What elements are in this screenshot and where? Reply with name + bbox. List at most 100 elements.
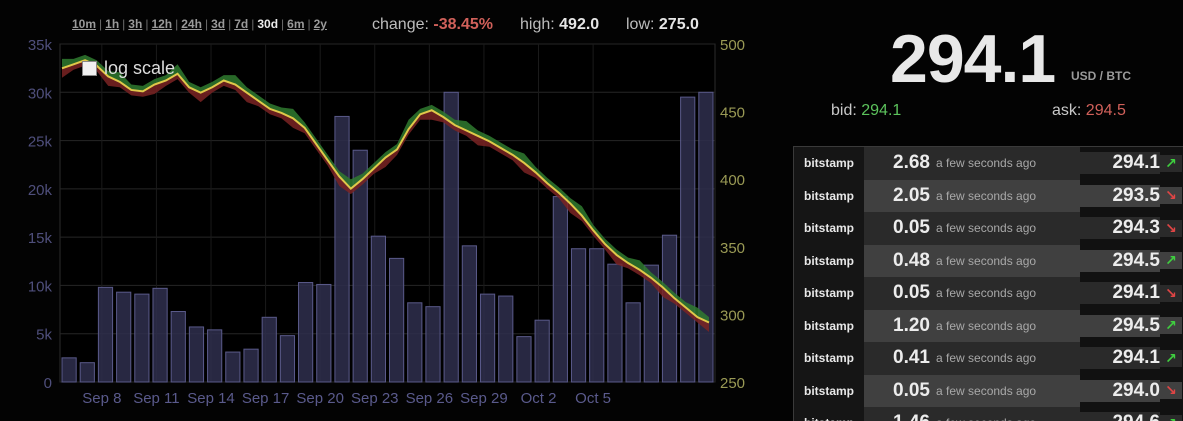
low-value: 275.0 bbox=[658, 16, 699, 33]
trade-amount: 2.68 bbox=[893, 152, 930, 174]
trade-details: 1.20 a few seconds ago bbox=[864, 309, 1080, 342]
trade-time: a few seconds ago bbox=[936, 286, 1037, 301]
trade-price: 293.5 bbox=[1080, 184, 1160, 207]
trade-details: 0.48 a few seconds ago bbox=[864, 244, 1080, 277]
timeframe-3d[interactable]: 3d bbox=[211, 17, 226, 31]
volume-bar bbox=[261, 316, 277, 383]
trade-price: 294.5 bbox=[1080, 314, 1160, 337]
x-tick-label: Sep 23 bbox=[351, 390, 399, 407]
timeframe-3h[interactable]: 3h bbox=[128, 17, 143, 31]
trade-row: bitstamp 0.05 a few seconds ago 294.0 ↘ bbox=[794, 374, 1183, 407]
trade-exchange: bitstamp bbox=[794, 342, 864, 375]
log-scale-checkbox[interactable] bbox=[82, 61, 97, 76]
volume-tick-label: 25k bbox=[28, 134, 53, 151]
timeframe-6m[interactable]: 6m bbox=[287, 17, 305, 31]
timeframe-12h[interactable]: 12h bbox=[151, 17, 173, 31]
volume-tick-label: 5k bbox=[36, 327, 52, 344]
trade-amount: 1.20 bbox=[893, 314, 930, 336]
volume-bar bbox=[443, 91, 459, 383]
price-tick-label: 250 bbox=[720, 375, 745, 392]
trade-price: 294.1 bbox=[1080, 347, 1160, 370]
volume-bar bbox=[152, 287, 168, 383]
timeframe-separator: | bbox=[122, 17, 126, 31]
trade-price: 294.6 bbox=[1080, 412, 1160, 421]
timeframe-30d[interactable]: 30d bbox=[257, 17, 279, 31]
volume-tick-label: 30k bbox=[28, 85, 53, 102]
trade-details: 1.46a few seconds ago bbox=[864, 407, 1080, 421]
trade-amount: 1.46 bbox=[864, 412, 936, 421]
volume-bar bbox=[279, 335, 296, 383]
timeframe-separator: | bbox=[228, 17, 232, 31]
timeframe-7d[interactable]: 7d bbox=[234, 17, 249, 31]
volume-bar bbox=[534, 319, 550, 383]
volume-bar bbox=[516, 336, 532, 383]
log-scale-toggle[interactable]: log scale bbox=[82, 58, 175, 79]
arrow-up-right-icon: ↗ bbox=[1160, 317, 1182, 335]
change-stat: change: -38.45% bbox=[372, 16, 493, 34]
trade-row: bitstamp 0.48 a few seconds ago 294.5 ↗ bbox=[794, 244, 1183, 277]
trade-price: 294.1 bbox=[1080, 282, 1160, 305]
arrow-down-right-icon: ↘ bbox=[1160, 187, 1182, 205]
arrow-down-right-icon: ↘ bbox=[1160, 284, 1182, 302]
arrow-down-right-icon: ↘ bbox=[1160, 219, 1182, 237]
arrow-up-right-icon: ↗ bbox=[1160, 414, 1182, 421]
arrow-up-right-icon: ↗ bbox=[1160, 154, 1182, 172]
timeframe-1h[interactable]: 1h bbox=[105, 17, 120, 31]
current-price: 294.1 bbox=[890, 21, 1056, 97]
trade-exchange: bitstamp bbox=[794, 179, 864, 212]
trade-amount: 0.48 bbox=[893, 249, 930, 271]
price-line bbox=[61, 59, 710, 324]
trades-list[interactable]: bitstamp 2.68 a few seconds ago 294.1 ↗ bitst… bbox=[793, 146, 1183, 421]
volume-bar bbox=[570, 248, 587, 383]
trade-exchange: bitstamp bbox=[794, 374, 864, 407]
trade-row: bitstamp 0.05 a few seconds ago 294.1 ↘ bbox=[794, 277, 1183, 310]
volume-bar bbox=[316, 283, 332, 383]
volume-bar bbox=[134, 293, 150, 383]
ask-display: ask: 294.5 bbox=[1052, 102, 1126, 120]
volume-bar bbox=[680, 96, 696, 383]
trade-price: 294.5 bbox=[1080, 249, 1160, 272]
x-tick-label: Sep 11 bbox=[133, 390, 179, 407]
volume-bar bbox=[461, 245, 477, 383]
volume-bar bbox=[607, 263, 623, 383]
arrow-up-right-icon: ↗ bbox=[1160, 252, 1182, 270]
change-label: change: bbox=[372, 16, 429, 33]
trade-details: 0.05 a few seconds ago bbox=[864, 212, 1080, 245]
volume-tick-label: 35k bbox=[28, 37, 53, 54]
timeframe-2y[interactable]: 2y bbox=[313, 17, 327, 31]
volume-bar bbox=[389, 257, 405, 383]
trade-time: a few seconds ago bbox=[936, 221, 1037, 236]
trade-amount: 0.41 bbox=[893, 347, 930, 369]
price-tick-label: 400 bbox=[720, 172, 745, 189]
timeframe-separator: | bbox=[307, 17, 311, 31]
timeframe-24h[interactable]: 24h bbox=[181, 17, 202, 31]
volume-bar bbox=[643, 264, 659, 383]
trade-details: 0.41 a few seconds ago bbox=[864, 342, 1080, 375]
volume-bar bbox=[589, 248, 605, 383]
trade-exchange: bitstamp bbox=[794, 244, 864, 277]
trade-price: 294.1 bbox=[1080, 152, 1160, 175]
trade-details: 2.68 a few seconds ago bbox=[864, 147, 1080, 180]
low-stat: low: 275.0 bbox=[626, 16, 699, 34]
trade-exchange: bitstamp bbox=[794, 147, 864, 180]
timeframe-separator: | bbox=[145, 17, 149, 31]
price-tick-label: 350 bbox=[720, 240, 745, 257]
trade-amount: 0.05 bbox=[893, 282, 930, 304]
volume-bar bbox=[170, 311, 186, 383]
price-volume-chart[interactable]: 0 5k 10k 15k 20k 25k 30k 35k 250 300 350 400 450 500 S… bbox=[0, 30, 760, 420]
price-tick-label: 300 bbox=[720, 307, 745, 324]
bid-value: 294.1 bbox=[861, 102, 902, 119]
volume-tick-label: 0 bbox=[44, 375, 52, 392]
x-tick-label: Sep 20 bbox=[296, 390, 344, 407]
volume-bar bbox=[407, 302, 423, 383]
trade-time: a few seconds ago bbox=[936, 416, 1036, 421]
volume-bar bbox=[225, 351, 241, 383]
trade-details: 0.05 a few seconds ago bbox=[864, 277, 1080, 310]
ask-value: 294.5 bbox=[1085, 102, 1126, 119]
trade-time: a few seconds ago bbox=[936, 188, 1037, 203]
volume-bar bbox=[97, 286, 114, 383]
trade-row: bitstamp 2.05 a few seconds ago 293.5 ↘ bbox=[794, 179, 1183, 212]
timeframe-separator: | bbox=[175, 17, 179, 31]
timeframe-10m[interactable]: 10m bbox=[72, 17, 97, 31]
trade-time: a few seconds ago bbox=[936, 383, 1037, 398]
